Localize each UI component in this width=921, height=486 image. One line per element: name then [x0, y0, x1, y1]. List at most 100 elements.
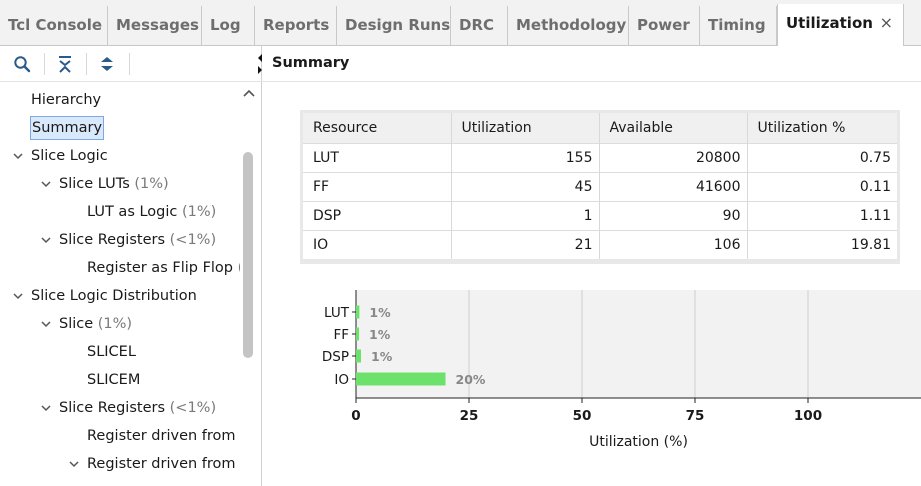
chart-bar[interactable] — [356, 349, 362, 363]
tab-label: Power — [637, 16, 690, 34]
chart-data-label: 1% — [371, 349, 393, 364]
tab-label: Tcl Console — [8, 16, 103, 34]
tree-item-percent: (1%) — [182, 204, 217, 220]
tree-item-text: Slice Registers (<1%) — [59, 394, 216, 422]
tree-item[interactable]: Summary — [0, 114, 240, 142]
tree-item-percent: (< — [238, 260, 240, 276]
tab-label: Methodology — [516, 16, 627, 34]
tree-scrollbar[interactable] — [240, 86, 258, 486]
tree-item-text: SLICEL — [87, 338, 136, 366]
tree-item-text: LUT as Logic (1%) — [87, 198, 216, 226]
chevron-down-icon[interactable] — [40, 234, 52, 246]
table-row[interactable]: IO 21 106 19.81 — [303, 229, 897, 259]
chart-x-tick-label: 0 — [351, 408, 360, 424]
tab-label: Reports — [263, 16, 330, 34]
tab-label: Messages — [116, 16, 199, 34]
tree-item-label: Register driven from ou — [87, 456, 240, 472]
table-row[interactable]: DSP 1 90 1.11 — [303, 200, 897, 230]
tree-item[interactable]: Register driven from wi — [0, 422, 240, 450]
column-header-utilization-pct[interactable]: Utilization % — [747, 113, 897, 143]
tab-methodology[interactable]: Methodology — [508, 6, 629, 46]
report-tree: Hierarchy Summary Slice Logic Slice LUTs (1… — [0, 86, 240, 486]
tab-tcl-console[interactable]: Tcl Console — [0, 6, 108, 46]
tree-item-text: Slice Logic — [31, 142, 108, 170]
toolbar-separator — [44, 53, 45, 75]
tree-item[interactable]: Slice LUTs (1%) — [0, 170, 240, 198]
tree-item[interactable]: Slice Logic — [0, 142, 240, 170]
chevron-down-icon[interactable] — [40, 402, 52, 414]
column-header-resource[interactable]: Resource — [303, 113, 452, 143]
tree-item[interactable]: Hierarchy — [0, 86, 240, 114]
tree-item-label: SLICEM — [87, 372, 141, 388]
tree-item[interactable]: Register driven from ou — [0, 450, 240, 478]
tree-item[interactable]: Slice Registers (<1%) — [0, 226, 240, 254]
chevron-down-icon[interactable] — [40, 178, 52, 190]
tab-timing[interactable]: Timing — [700, 6, 777, 46]
tree-item-label: Register as Flip Flop — [87, 260, 234, 276]
tree-item-text: Summary — [30, 116, 105, 140]
tab-reports[interactable]: Reports — [255, 6, 337, 46]
search-icon[interactable] — [11, 53, 33, 75]
tab-power[interactable]: Power — [629, 6, 700, 46]
navigator-toolbar — [0, 46, 262, 82]
chevron-down-icon[interactable] — [68, 458, 80, 470]
page-title: Summary — [272, 55, 350, 71]
chevron-down-icon[interactable] — [12, 290, 24, 302]
tree-item-text: Register driven from wi — [87, 422, 240, 450]
tab-drc[interactable]: DRC — [451, 6, 508, 46]
chart-data-label: 1% — [369, 327, 391, 342]
tree-item[interactable]: LUT as Logic (1%) — [0, 198, 240, 226]
tab-label: Design Runs — [345, 16, 451, 34]
tab-label: DRC — [459, 16, 495, 34]
tree-scrollbar-thumb[interactable] — [243, 152, 253, 358]
chevron-down-icon[interactable] — [12, 150, 24, 162]
chart-plot-area — [356, 290, 921, 398]
column-header-utilization[interactable]: Utilization — [451, 113, 600, 143]
chart-data-label: 1% — [369, 305, 391, 320]
tree-item[interactable]: Slice Logic Distribution — [0, 282, 240, 310]
scroll-up-icon[interactable] — [240, 87, 258, 101]
tree-item-label: Slice Logic Distribution — [31, 288, 197, 304]
table-header-row: Resource Utilization Available Utilizati… — [303, 113, 897, 143]
chart-bar[interactable] — [356, 327, 359, 341]
tree-item[interactable]: Slice Registers (<1%) — [0, 394, 240, 422]
chart-category-label: DSP — [322, 349, 349, 365]
tree-item[interactable]: SLICEM — [0, 366, 240, 394]
chart-category-label: FF — [333, 327, 349, 343]
close-icon[interactable]: × — [879, 13, 893, 32]
table-cell: 19.81 — [747, 229, 897, 259]
collapse-all-icon[interactable] — [54, 53, 76, 75]
tree-item-text: Slice (1%) — [59, 310, 132, 338]
chevron-down-icon[interactable] — [40, 318, 52, 330]
tree-item[interactable]: Register as Flip Flop (< — [0, 254, 240, 282]
tree-item[interactable]: SLICEL — [0, 338, 240, 366]
tab-messages[interactable]: Messages — [108, 6, 202, 46]
table-cell: 90 — [599, 200, 748, 230]
splitter-arrows-icon[interactable] — [256, 52, 264, 76]
tree-item-label: Slice Logic — [31, 148, 108, 164]
tree-item-label: Slice Registers — [59, 232, 166, 248]
chart-x-axis-label: Utilization (%) — [589, 434, 688, 450]
chart-bar[interactable] — [356, 305, 360, 319]
tree-item-text: Slice LUTs (1%) — [59, 170, 169, 198]
tree-item-label: Register driven from wi — [87, 428, 240, 444]
summary-header: Summary — [258, 46, 921, 82]
table-cell: 0.75 — [747, 142, 897, 172]
column-header-available[interactable]: Available — [599, 113, 748, 143]
table-cell: 45 — [451, 171, 600, 201]
tab-log[interactable]: Log — [202, 6, 255, 46]
summary-panel: Summary Resource Utilization Available U… — [258, 46, 921, 486]
tree-item[interactable]: Slice (1%) — [0, 310, 240, 338]
tree-item-percent: (1%) — [97, 316, 133, 332]
chart-bar[interactable] — [356, 372, 446, 386]
tree-item-percent: (<1%) — [169, 400, 217, 416]
table-cell: DSP — [303, 200, 452, 230]
table-row[interactable]: FF 45 41600 0.11 — [303, 171, 897, 201]
tree-item-label: Hierarchy — [31, 92, 102, 108]
tab-design-runs[interactable]: Design Runs — [337, 6, 451, 46]
table-row[interactable]: LUT 155 20800 0.75 — [303, 142, 897, 172]
expand-all-icon[interactable] — [96, 53, 118, 75]
chart-x-tick-label: 25 — [460, 408, 479, 424]
tab-utilization[interactable]: Utilization × — [777, 4, 904, 47]
